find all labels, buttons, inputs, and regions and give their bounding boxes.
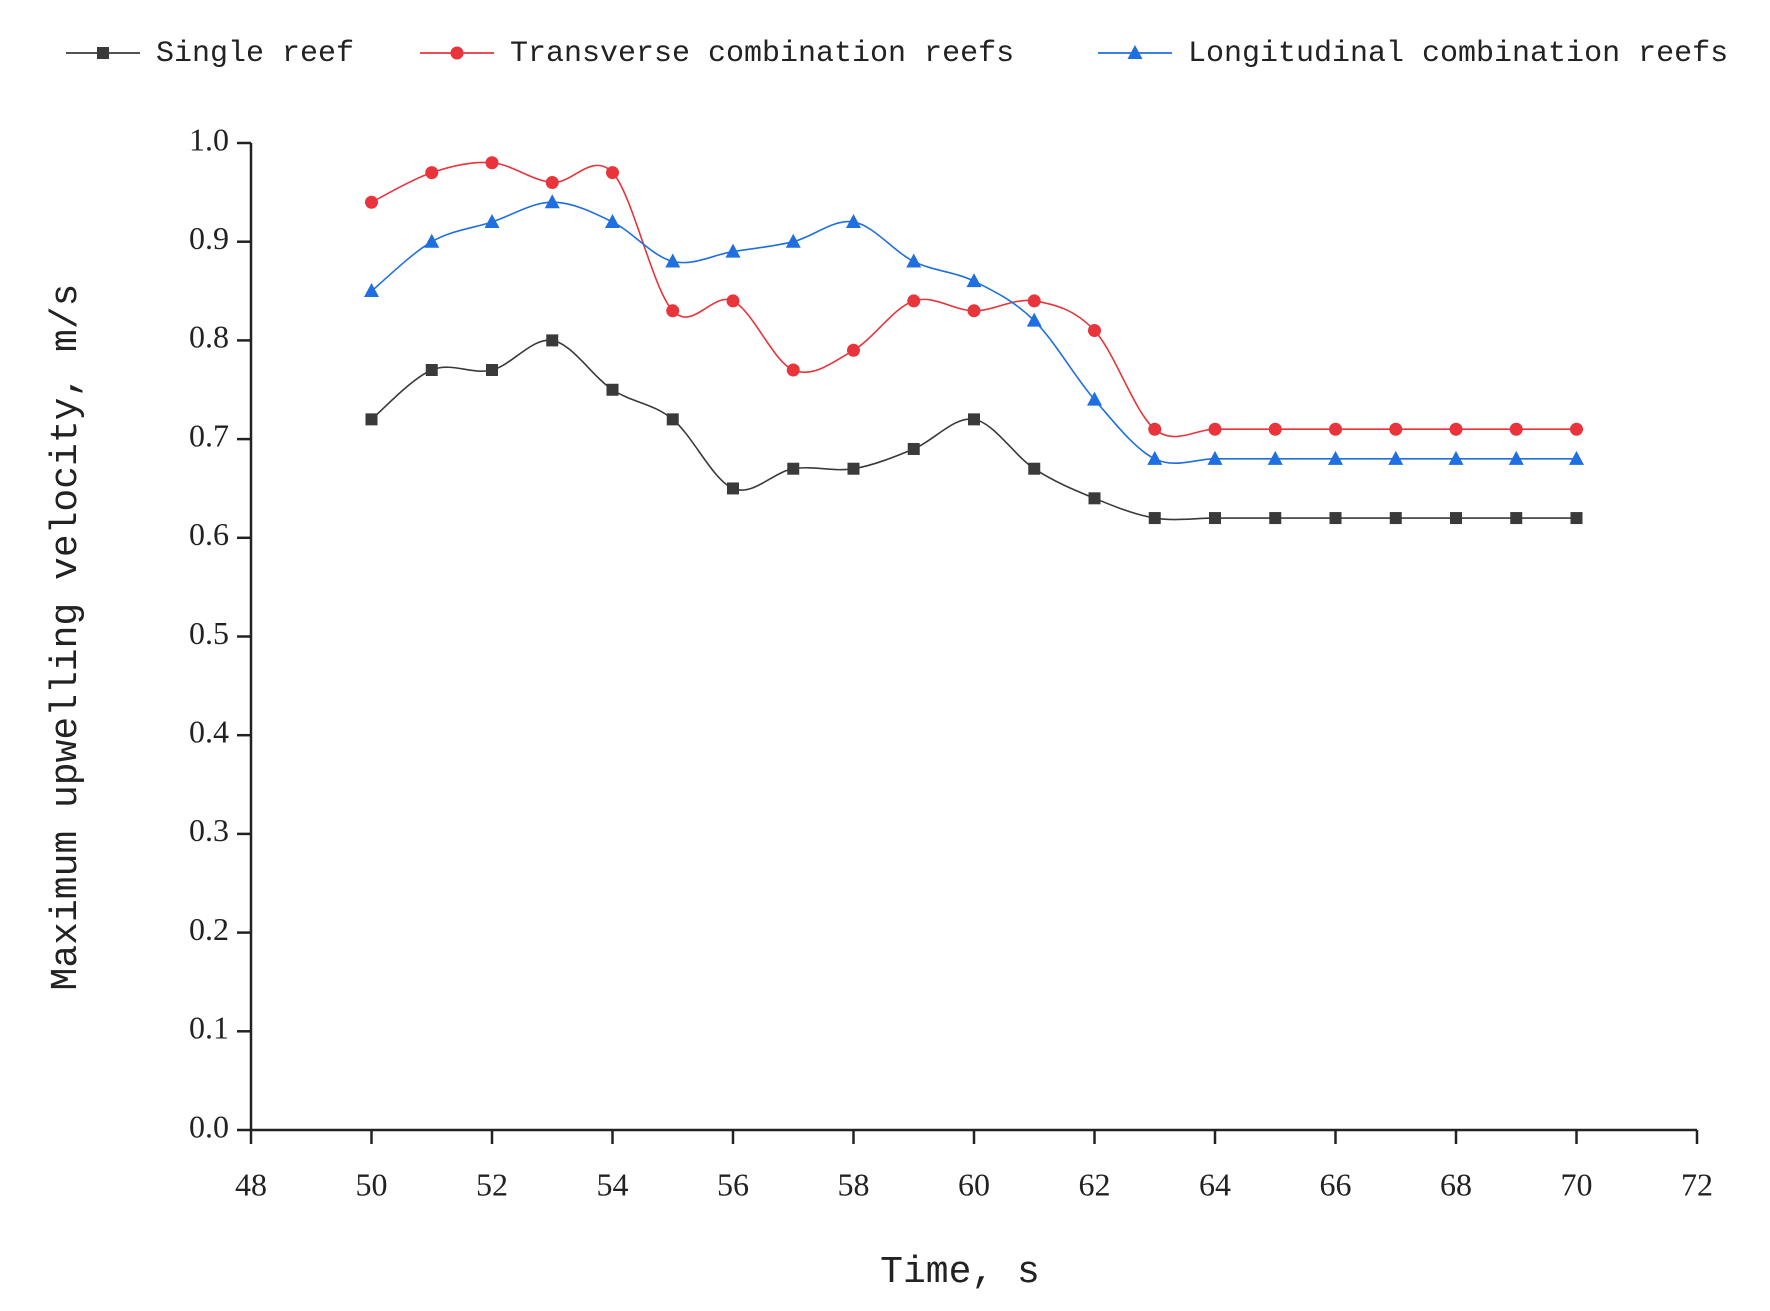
data-point — [1268, 422, 1282, 436]
legend-marker — [97, 47, 109, 59]
data-point — [1088, 492, 1101, 505]
data-point — [1148, 422, 1162, 436]
y-tick-label: 0.4 — [189, 714, 229, 750]
data-point — [365, 413, 378, 426]
x-tick-label: 60 — [958, 1166, 990, 1202]
data-point — [1148, 512, 1161, 525]
data-point — [1027, 294, 1041, 308]
data-point — [1028, 462, 1041, 475]
data-point — [1329, 512, 1342, 525]
y-tick-label: 1.0 — [189, 121, 229, 157]
data-point — [1207, 450, 1223, 465]
data-point — [666, 413, 679, 426]
data-point — [545, 175, 559, 189]
data-point — [1570, 422, 1583, 436]
data-point — [785, 233, 801, 248]
y-tick-label: 0.2 — [189, 911, 229, 947]
y-tick-label: 0.1 — [189, 1010, 229, 1046]
y-axis-title: Maximum upwelling velocity, m/s — [45, 284, 88, 991]
data-point — [968, 413, 980, 426]
x-tick-label: 62 — [1079, 1166, 1111, 1202]
data-point — [425, 364, 438, 377]
y-tick-label: 0.3 — [189, 812, 229, 848]
y-tick-label: 0.7 — [189, 417, 229, 453]
data-point — [544, 194, 560, 209]
data-point — [907, 294, 921, 308]
x-tick-label: 72 — [1681, 1166, 1713, 1202]
data-point — [725, 243, 741, 258]
x-tick-label: 70 — [1561, 1166, 1593, 1202]
data-point — [1209, 512, 1221, 525]
data-point — [1388, 450, 1404, 465]
x-tick-label: 66 — [1320, 1166, 1352, 1202]
data-point — [605, 213, 620, 228]
y-tick-label: 0.5 — [189, 615, 229, 651]
data-point — [606, 383, 619, 396]
data-point — [1329, 422, 1342, 436]
legend-label: Longitudinal combination reefs — [1188, 37, 1728, 71]
x-tick-label: 56 — [717, 1166, 749, 1202]
data-point — [364, 283, 379, 298]
x-tick-label: 54 — [597, 1166, 629, 1202]
data-point — [666, 304, 680, 318]
data-point — [1389, 422, 1403, 436]
series-line — [370, 339, 1577, 521]
legend-marker — [1127, 45, 1143, 59]
y-tick-label: 0.6 — [189, 516, 229, 552]
x-tick-label: 68 — [1440, 1166, 1472, 1202]
data-point — [424, 233, 440, 248]
y-tick-label: 0.8 — [189, 319, 229, 355]
data-point — [484, 213, 500, 228]
data-point — [1088, 324, 1101, 338]
data-point — [846, 213, 861, 228]
data-point — [1508, 450, 1524, 465]
data-point — [1570, 512, 1583, 525]
data-point — [907, 442, 920, 455]
data-point — [1267, 450, 1283, 465]
x-tick-label: 58 — [838, 1166, 870, 1202]
data-point — [606, 166, 619, 180]
legend-label: Transverse combination reefs — [510, 37, 1014, 71]
series-line — [371, 161, 1577, 438]
x-tick-label: 64 — [1199, 1166, 1231, 1202]
x-tick-label: 52 — [476, 1166, 508, 1202]
data-point — [1509, 422, 1523, 436]
data-point — [726, 294, 740, 308]
x-axis-title: Time, s — [880, 1251, 1040, 1294]
data-point — [1328, 450, 1343, 465]
data-point — [485, 156, 499, 170]
data-point — [727, 482, 739, 495]
data-point — [1449, 422, 1463, 436]
x-tick-label: 50 — [356, 1166, 388, 1202]
data-point — [365, 195, 378, 209]
y-tick-label: 0.0 — [189, 1108, 229, 1144]
legend-marker — [450, 46, 464, 60]
data-point — [665, 253, 681, 268]
data-point — [1208, 422, 1222, 436]
data-point — [1389, 512, 1402, 525]
data-point — [786, 363, 800, 377]
data-point — [1510, 512, 1523, 525]
data-point — [486, 364, 498, 377]
data-point — [906, 253, 922, 268]
data-point — [967, 304, 981, 318]
data-point — [1026, 312, 1042, 327]
data-point — [1450, 512, 1462, 525]
data-point — [847, 462, 860, 475]
data-point — [1087, 391, 1102, 406]
data-point — [1269, 512, 1282, 525]
data-point — [1569, 450, 1584, 465]
data-point — [966, 273, 982, 288]
data-point — [1147, 450, 1163, 465]
data-point — [546, 334, 559, 347]
data-point — [847, 343, 860, 357]
data-point — [787, 462, 800, 475]
data-point — [425, 166, 439, 180]
legend-label: Single reef — [156, 37, 354, 71]
y-tick-label: 0.9 — [189, 220, 229, 256]
x-tick-label: 48 — [235, 1166, 267, 1202]
data-point — [1448, 450, 1464, 465]
